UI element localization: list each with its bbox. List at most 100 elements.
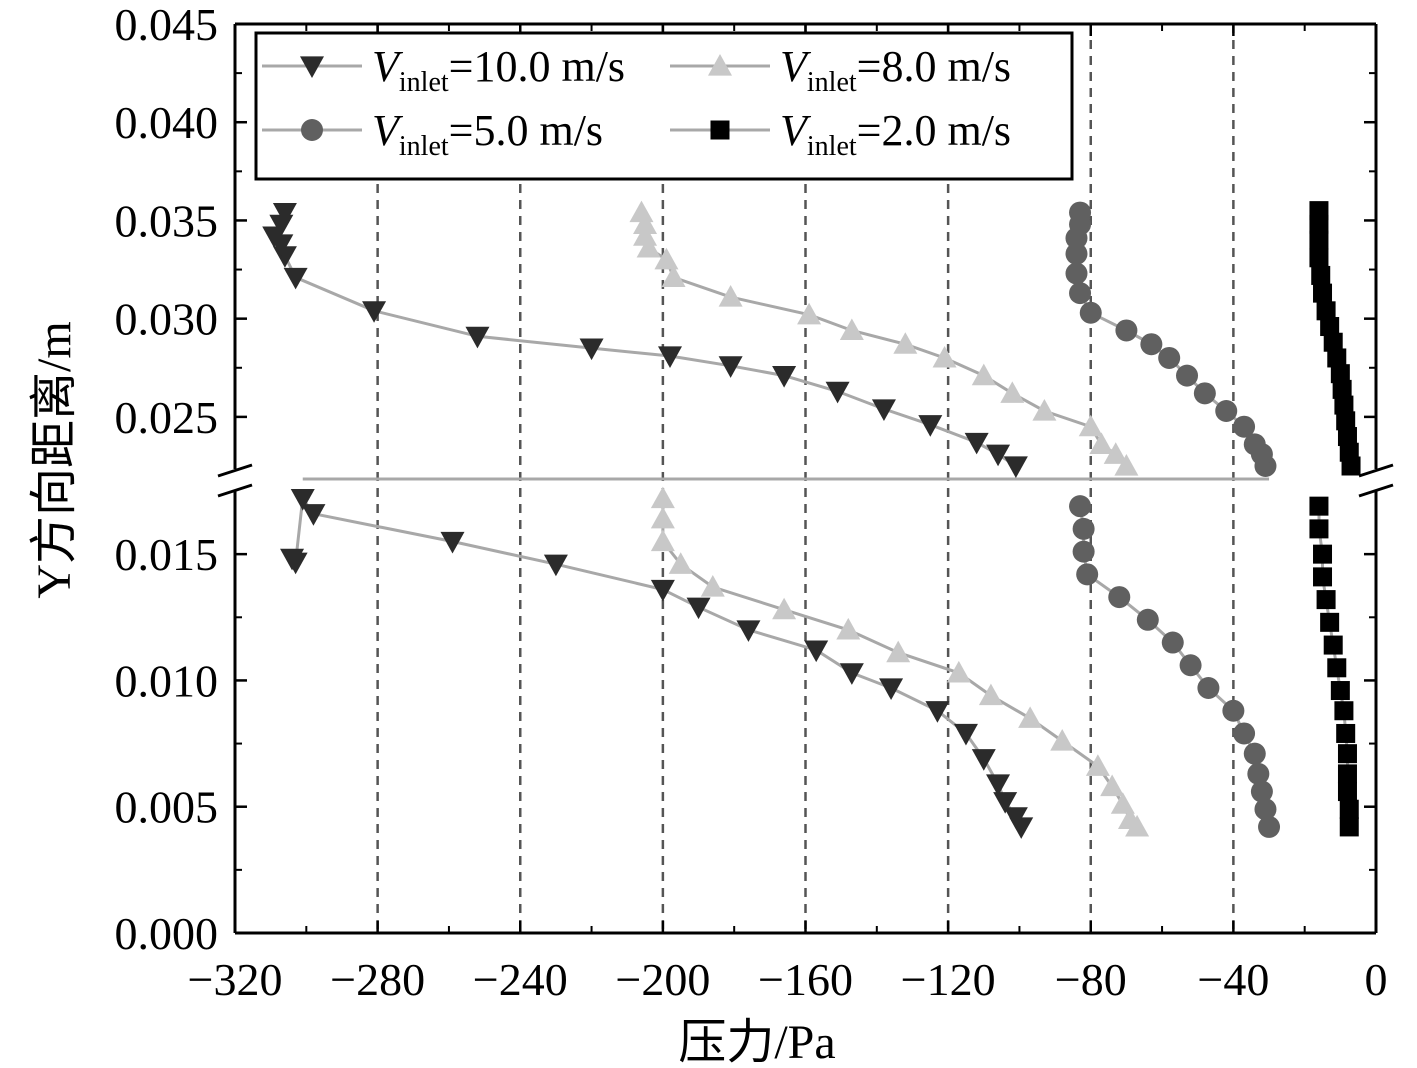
data-point — [1337, 427, 1357, 447]
data-point — [668, 552, 693, 574]
data-point — [918, 415, 943, 437]
axes: −320 −280 −240 −200 −160 −120 −80 −40 0 0.000 0.00… — [115, 0, 1394, 1005]
data-point — [1108, 586, 1131, 609]
data-point — [290, 488, 315, 511]
series-markers — [262, 200, 1361, 839]
data-point — [440, 531, 465, 554]
x-tick-label: −200 — [615, 954, 710, 1005]
data-point — [1110, 792, 1135, 814]
data-point — [1337, 744, 1357, 764]
data-point — [925, 701, 950, 723]
data-point — [1069, 201, 1092, 224]
data-point — [1320, 317, 1340, 337]
data-point — [1233, 415, 1256, 438]
data-point — [1313, 544, 1333, 564]
data-point — [1136, 608, 1159, 631]
data-point — [839, 663, 864, 685]
data-point — [633, 224, 658, 246]
data-point — [1313, 283, 1333, 303]
data-point — [1316, 590, 1336, 610]
data-point — [1065, 262, 1088, 285]
data-point — [1215, 399, 1238, 422]
data-point — [362, 301, 387, 323]
data-point — [1072, 517, 1095, 540]
legend-label: Vinlet=10.0 m/s — [372, 42, 625, 98]
data-point — [1334, 701, 1354, 721]
data-point — [736, 620, 761, 642]
legend-marker — [300, 56, 324, 78]
legend-marker — [710, 120, 730, 140]
data-point — [1032, 398, 1057, 421]
data-point — [1222, 699, 1245, 722]
data-point — [579, 338, 604, 361]
x-tick-label: −80 — [1055, 954, 1127, 1005]
data-point — [1076, 563, 1099, 586]
data-point — [1003, 807, 1028, 829]
data-point — [1103, 442, 1128, 464]
data-point — [1115, 319, 1138, 342]
data-point — [1311, 265, 1331, 285]
data-point — [1003, 456, 1028, 478]
data-point — [283, 267, 308, 290]
data-point — [650, 486, 675, 509]
data-point — [543, 554, 568, 577]
data-point — [1085, 754, 1110, 776]
data-point — [839, 318, 864, 341]
data-point — [1140, 333, 1163, 356]
data-point — [1330, 364, 1350, 384]
data-point — [1089, 432, 1114, 454]
x-tick-label: −120 — [901, 954, 996, 1005]
data-point — [1247, 762, 1270, 785]
data-point — [1069, 282, 1092, 305]
data-point — [1018, 706, 1043, 728]
y-tick-label: 0.030 — [115, 294, 219, 345]
data-point — [986, 444, 1011, 467]
data-point — [1309, 496, 1329, 516]
data-point — [1250, 780, 1273, 803]
x-tick-label: −240 — [473, 954, 568, 1005]
data-point — [1176, 364, 1199, 387]
data-point — [1337, 764, 1357, 784]
data-point — [971, 363, 996, 386]
data-point — [1078, 414, 1103, 437]
data-point — [629, 200, 654, 223]
data-point — [280, 548, 305, 571]
data-point — [893, 332, 918, 354]
data-point — [1254, 798, 1277, 821]
data-point — [1193, 382, 1216, 405]
data-point — [1258, 815, 1281, 838]
legend-label: Vinlet=8.0 m/s — [780, 42, 1011, 98]
x-tick-label: −320 — [188, 954, 283, 1005]
y-tick-label: 0.000 — [115, 908, 219, 959]
data-point — [650, 529, 675, 552]
data-point — [836, 617, 861, 640]
data-point — [636, 235, 661, 258]
data-point — [1117, 807, 1142, 829]
data-point — [953, 723, 978, 746]
data-point — [301, 504, 326, 526]
data-point — [1100, 774, 1125, 797]
x-tick-label: 0 — [1365, 954, 1388, 1005]
data-point — [1309, 248, 1329, 268]
data-point — [1114, 454, 1139, 476]
data-point — [1161, 631, 1184, 654]
data-point — [1050, 729, 1075, 751]
data-point — [825, 381, 850, 404]
axis-break-left-a — [217, 463, 253, 478]
data-point — [1332, 379, 1352, 399]
data-point — [1323, 332, 1343, 352]
x-axis-title: 压力/Pa — [678, 1016, 835, 1068]
data-point — [1316, 301, 1336, 321]
y-tick-label: 0.035 — [115, 195, 219, 246]
data-point — [1179, 654, 1202, 677]
x-tick-label: −160 — [758, 954, 853, 1005]
data-point — [1309, 201, 1329, 221]
legend-label: Vinlet=5.0 m/s — [372, 106, 603, 162]
data-point — [686, 597, 711, 620]
x-tick-label: −40 — [1197, 954, 1269, 1005]
data-point — [661, 265, 686, 288]
data-point — [772, 597, 797, 620]
data-point — [718, 285, 743, 307]
y-tick-label: 0.005 — [115, 782, 219, 833]
